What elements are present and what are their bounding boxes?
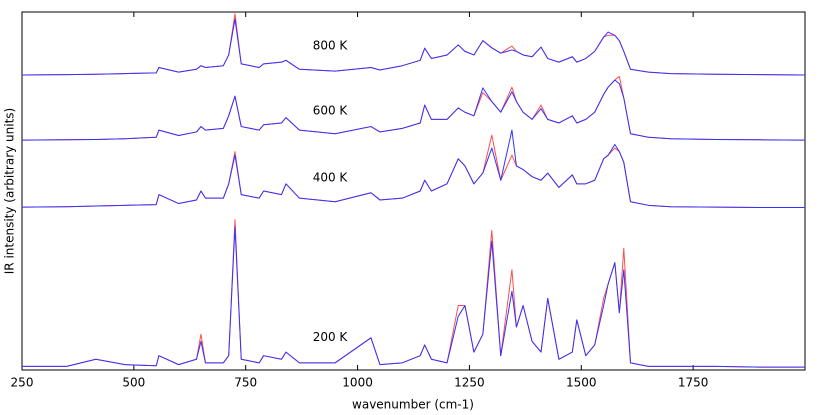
temperature-label: 800 K [313, 39, 349, 53]
spectrum-line [22, 219, 805, 368]
spectrum-line [21, 75, 806, 141]
x-tick-label: 1250 [454, 376, 485, 390]
spectrum-line [21, 18, 806, 76]
x-tick-label: 500 [122, 376, 145, 390]
x-tick-label: 750 [234, 376, 257, 390]
plot-frame [21, 11, 806, 371]
spectrum-line [21, 129, 805, 208]
x-axis-label: wavenumber (cm-1) [352, 398, 474, 412]
spectrum-line [21, 13, 806, 76]
temperature-label: 400 K [313, 171, 349, 185]
y-axis-label: IR intensity (arbitrary units) [3, 108, 17, 274]
spectrum-line [21, 134, 805, 208]
x-tick-label: 1750 [678, 376, 709, 390]
x-tick-label: 1000 [342, 376, 373, 390]
temperature-label: 600 K [313, 104, 349, 118]
x-tick-label: 1500 [566, 376, 597, 390]
spectrum-line [21, 79, 806, 141]
spectrum-line [22, 226, 805, 368]
temperature-label: 200 K [313, 330, 349, 344]
x-tick-label: 250 [11, 376, 34, 390]
